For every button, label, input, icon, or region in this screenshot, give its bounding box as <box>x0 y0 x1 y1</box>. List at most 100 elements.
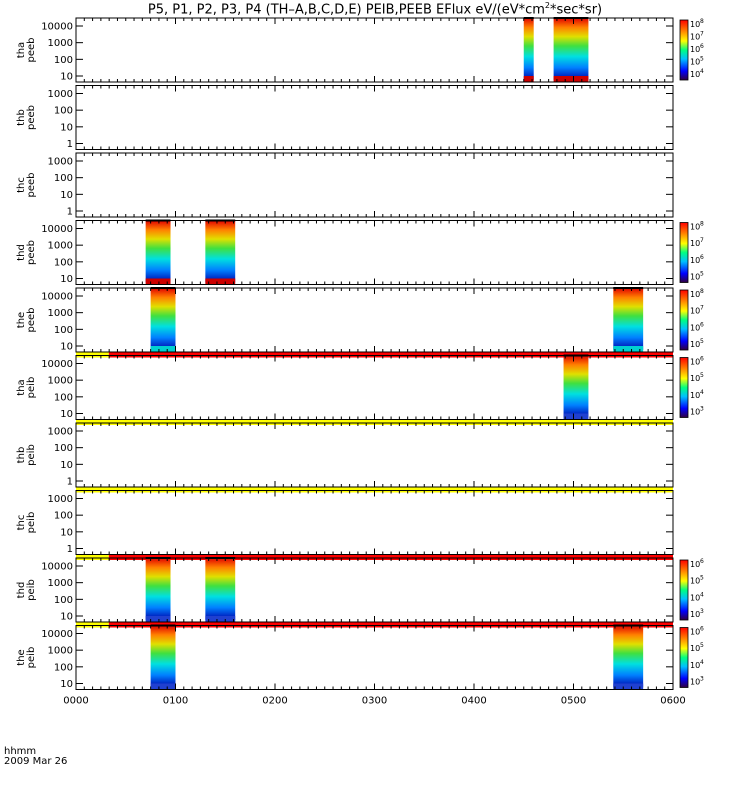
colorbar-exp-thapeib-1: 5 <box>700 372 704 379</box>
panel-label-probe-thapeib: tha <box>16 379 27 395</box>
y-tick-label-thdpeib-3: 10 <box>60 612 73 623</box>
colorbar-exp-thdpeib-3: 3 <box>700 608 704 615</box>
block-base-thepeeb-0 <box>150 346 176 352</box>
y-tick-label-thepeeb-2: 100 <box>54 325 73 336</box>
y-tick-label-thapeeb-3: 10 <box>60 72 73 83</box>
colorbar-exp-thapeib-0: 6 <box>700 356 704 363</box>
y-tick-label-thcpeeb-3: 1 <box>67 207 73 218</box>
y-tick-label-thdpeib-1: 1000 <box>48 578 73 589</box>
spectrogram-block-thapeib-0 <box>563 355 589 418</box>
panel-label-type-thbpeeb: peeb <box>26 105 37 130</box>
colorbar-exp-thepeeb-2: 6 <box>700 321 704 328</box>
colorbar-label-thapeeb-0: 10 <box>690 20 700 29</box>
colorbar-exp-thapeeb-4: 4 <box>700 68 704 75</box>
panel-label-type-thcpeib: peib <box>26 512 37 534</box>
spectrogram-block-thepeeb-1 <box>613 288 644 350</box>
block-base-thdpeib-0 <box>145 616 171 622</box>
y-tick-label-thepeeb-1: 1000 <box>48 308 73 319</box>
y-tick-label-thbpeeb-1: 100 <box>54 106 73 117</box>
y-tick-label-thbpeib-2: 10 <box>60 460 73 471</box>
y-tick-label-thcpeib-2: 10 <box>60 527 73 538</box>
colorbar-label-thdpeeb-1: 10 <box>690 239 700 248</box>
colorbar-exp-thapeib-3: 3 <box>700 406 704 413</box>
colorbar-label-thepeeb-3: 10 <box>690 340 700 349</box>
x-tick-label-1: 0100 <box>163 696 188 707</box>
y-tick-label-thbpeeb-2: 10 <box>60 122 73 133</box>
panel-label-probe-thdpeib: thd <box>16 582 27 599</box>
y-tick-label-thepeeb-3: 10 <box>60 342 73 353</box>
y-tick-label-thepeib-1: 1000 <box>48 646 73 657</box>
colorbar-label-thdpeib-0: 10 <box>690 560 700 569</box>
spectrogram-block-thapeeb-0 <box>523 18 534 80</box>
y-tick-label-thbpeeb-0: 1000 <box>48 89 73 100</box>
panel-label-type-thapeib: peib <box>26 377 37 399</box>
time-axis-label: hhmm <box>4 746 37 757</box>
colorbar-label-thdpeeb-2: 10 <box>690 256 700 265</box>
colorbar-thepeeb <box>679 289 689 351</box>
panel-label-type-thapeeb: peeb <box>26 38 37 63</box>
colorbar-label-thapeeb-1: 10 <box>690 33 700 42</box>
block-base-thdpeeb-1 <box>205 278 236 285</box>
colorbar-label-thapeeb-4: 10 <box>690 70 700 79</box>
colorbar-label-thdpeib-3: 10 <box>690 610 700 619</box>
spectrogram-block-thapeeb-1 <box>553 18 589 80</box>
spectrogram-block-thepeeb-0 <box>150 288 176 350</box>
panel-thcpeeb: 1000 100 10 1 thc peeb <box>16 152 674 218</box>
colorbar-label-thdpeib-2: 10 <box>690 593 700 602</box>
colorbar-exp-thapeeb-2: 6 <box>700 43 704 50</box>
colorbar-label-thapeib-1: 10 <box>690 374 700 383</box>
y-tick-label-thapeeb-0: 10000 <box>41 22 73 33</box>
colorbar-exp-thepeeb-3: 5 <box>700 338 704 345</box>
block-base-thepeeb-1 <box>613 346 644 352</box>
y-tick-label-thdpeib-0: 10000 <box>41 562 73 573</box>
panel-label-type-thdpeeb: peeb <box>26 240 37 265</box>
panel-thcpeib: 1000 100 10 1 thc peib <box>16 490 674 560</box>
y-tick-label-thepeib-3: 10 <box>60 679 73 690</box>
colorbar-exp-thdpeeb-2: 6 <box>700 254 704 261</box>
colorbar-label-thdpeib-1: 10 <box>690 577 700 586</box>
panel-frame-thbpeeb <box>75 85 674 150</box>
panel-label-type-thdpeib: peib <box>26 579 37 601</box>
panel-label-probe-thepeeb: the <box>16 312 27 328</box>
colorbar-label-thepeib-3: 10 <box>690 678 700 687</box>
panel-label-probe-thcpeeb: thc <box>16 177 27 193</box>
colorbar-exp-thdpeeb-0: 8 <box>700 221 704 228</box>
panel-label-probe-thcpeib: thc <box>16 515 27 531</box>
panel-thbpeeb: 1000 100 10 1 thb peeb <box>16 85 674 150</box>
colorbar-exp-thepeib-2: 4 <box>700 659 704 666</box>
panel-frame-thcpeib <box>75 490 674 555</box>
colorbar-exp-thepeib-1: 5 <box>700 642 704 649</box>
y-tick-label-thcpeeb-1: 100 <box>54 173 73 184</box>
y-tick-label-thapeib-1: 1000 <box>48 376 73 387</box>
spectrogram-block-thdpeeb-0 <box>145 220 171 283</box>
block-base-thapeib-0 <box>563 413 589 420</box>
colorbar-exp-thapeeb-0: 8 <box>700 18 704 25</box>
y-tick-label-thcpeib-0: 1000 <box>48 494 73 505</box>
block-base-thepeib-0 <box>150 683 176 690</box>
colorbar-thapeeb <box>679 19 689 81</box>
x-tick-label-6: 0600 <box>660 696 685 707</box>
y-tick-label-thapeeb-1: 1000 <box>48 38 73 49</box>
colorbar-exp-thepeeb-1: 7 <box>700 305 704 312</box>
y-tick-label-thepeeb-0: 10000 <box>41 292 73 303</box>
colorbar-label-thapeib-3: 10 <box>690 408 700 417</box>
colorbar-label-thdpeeb-3: 10 <box>690 273 700 282</box>
chart-title: P5, P1, P2, P3, P4 (TH–A,B,C,D,E) PEIB,P… <box>147 1 603 18</box>
y-tick-label-thbpeeb-3: 1 <box>67 139 73 150</box>
spectrogram-block-thdpeib-0 <box>145 558 171 620</box>
panel-label-type-thepeib: peib <box>26 647 37 669</box>
colorbar-thdpeeb <box>679 222 689 283</box>
block-base-thapeeb-0 <box>523 76 534 82</box>
x-tick-label-0: 0000 <box>63 696 88 707</box>
spectrogram-block-thepeib-1 <box>613 625 644 688</box>
colorbar-exp-thdpeib-2: 4 <box>700 591 704 598</box>
colorbar-exp-thdpeib-1: 5 <box>700 575 704 582</box>
panel-label-type-thbpeib: peib <box>26 444 37 466</box>
date-label: 2009 Mar 26 <box>4 756 68 767</box>
colorbar-label-thepeeb-2: 10 <box>690 323 700 332</box>
y-tick-label-thapeib-2: 100 <box>54 392 73 403</box>
colorbar-label-thepeeb-0: 10 <box>690 290 700 299</box>
